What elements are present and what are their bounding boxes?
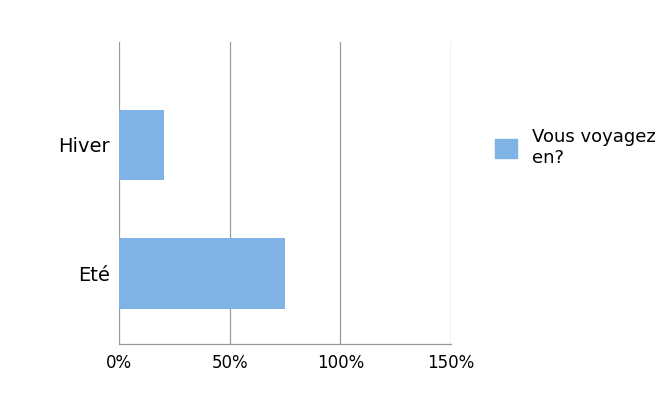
Legend: Vous voyagez
en?: Vous voyagez en? [487, 119, 663, 176]
Bar [119, 238, 285, 309]
Bar [119, 110, 164, 180]
